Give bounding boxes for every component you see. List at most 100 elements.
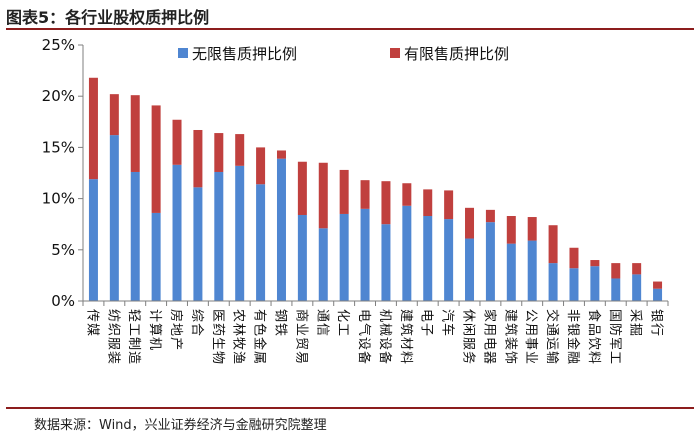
category-label: 传媒 [84,309,99,337]
category-label: 有色金属 [252,309,268,365]
bar-unrestricted [485,222,495,301]
y-tick-label: 10% [42,190,75,208]
bar-unrestricted [214,171,224,301]
category-label: 银行 [649,309,664,337]
category-label: 食品饮料 [586,309,602,365]
legend-swatch-restricted [390,48,400,58]
bar-restricted [109,94,119,136]
category-label: 汽车 [440,309,456,337]
source-note: 数据来源：Wind，兴业证券经济与金融研究院整理 [34,418,327,433]
category-label: 非银金融 [565,309,581,365]
bars [88,77,663,301]
bar-restricted [214,133,224,172]
category-label: 国防军工 [607,309,623,365]
stacked-bar-chart: 0% 5% 10% 15% 20% 25% 传媒 纺织服装 轻工制造 计算机 房地产 综合 医药生物农… [42,36,669,365]
y-tick-label: 0% [51,292,75,310]
bar-unrestricted [88,179,98,301]
bar-unrestricted [339,213,349,301]
bar-unrestricted [256,184,266,301]
bar-restricted [506,216,516,244]
bar-restricted [569,247,579,269]
bar-restricted [88,77,98,180]
bar-restricted [360,180,370,209]
y-tick-label: 5% [51,241,75,259]
bar-unrestricted [632,274,642,301]
bar-restricted [151,105,161,213]
bar-restricted [423,189,433,217]
category-label: 公用事业 [523,309,538,365]
bar-unrestricted [569,268,579,301]
category-label: 计算机 [147,309,162,351]
category-label: 农林牧渔 [231,309,246,365]
bar-unrestricted [590,266,600,301]
legend: 无限售质押比例 有限售质押比例 [178,45,509,63]
category-label: 轻工制造 [126,309,141,365]
category-label: 休闲服务 [461,309,477,365]
bar-restricted [339,169,349,214]
bar-unrestricted [444,219,454,301]
category-label: 电气设备 [356,309,372,365]
bar-restricted [318,162,328,229]
bar-unrestricted [423,216,433,301]
bar-restricted [297,161,307,215]
category-label: 钢铁 [272,309,287,337]
bar-restricted [381,181,391,225]
bar-unrestricted [193,187,203,301]
legend-label-unrestricted: 无限售质押比例 [192,45,297,63]
legend-label-restricted: 有限售质押比例 [404,45,509,63]
bar-unrestricted [130,171,140,301]
category-label: 建筑装饰 [502,309,518,365]
bar-restricted [172,119,182,165]
y-tick-label: 15% [42,138,75,156]
bar-unrestricted [465,238,475,301]
category-label: 房地产 [168,309,184,351]
bar-restricted [235,134,245,166]
category-label: 电子 [419,309,434,337]
bar-unrestricted [381,224,391,301]
bar-restricted [402,183,412,206]
bar-restricted [611,263,621,279]
y-axis: 0% 5% 10% 15% 20% 25% [42,36,84,310]
y-tick-label: 20% [42,87,75,105]
figure-title: 图表5：各行业股权质押比例 [6,8,210,27]
bar-unrestricted [653,288,663,301]
bar-unrestricted [276,158,286,301]
bar-restricted [193,129,203,188]
category-label: 机械设备 [377,309,393,365]
category-label: 通信 [314,309,329,337]
bar-unrestricted [402,205,412,301]
bar-restricted [130,95,140,172]
legend-swatch-unrestricted [178,48,188,58]
bar-restricted [276,150,286,159]
bar-restricted [465,207,475,239]
category-label: 家用电器 [481,309,497,365]
bar-unrestricted [297,214,307,301]
bar-restricted [256,147,266,185]
bar-restricted [444,190,454,220]
bar-unrestricted [548,263,558,301]
bar-unrestricted [506,243,516,301]
source-rule [6,407,694,409]
category-label: 商业贸易 [293,309,308,365]
category-label: 综合 [189,309,204,337]
bar-unrestricted [527,240,537,301]
category-label: 纺织服装 [105,309,120,365]
category-label: 采掘 [628,309,643,337]
category-label: 交通运输 [544,309,560,365]
bar-unrestricted [318,228,328,301]
bar-restricted [527,217,537,241]
bar-unrestricted [151,212,161,301]
category-label: 化工 [335,309,350,337]
bar-unrestricted [611,278,621,301]
x-axis: 传媒 纺织服装 轻工制造 计算机 房地产 综合 医药生物 农林牧渔 有色金属 钢铁 商业贸易 通信 化工… [82,300,669,365]
category-label: 医药生物 [210,309,225,365]
bar-restricted [485,209,495,223]
bar-restricted [548,225,558,264]
bar-restricted [632,263,642,275]
bar-restricted [653,281,663,289]
bar-unrestricted [109,135,119,301]
bar-restricted [590,260,600,267]
title-rule [6,28,694,30]
y-tick-label: 25% [42,36,75,54]
bar-unrestricted [235,165,245,301]
